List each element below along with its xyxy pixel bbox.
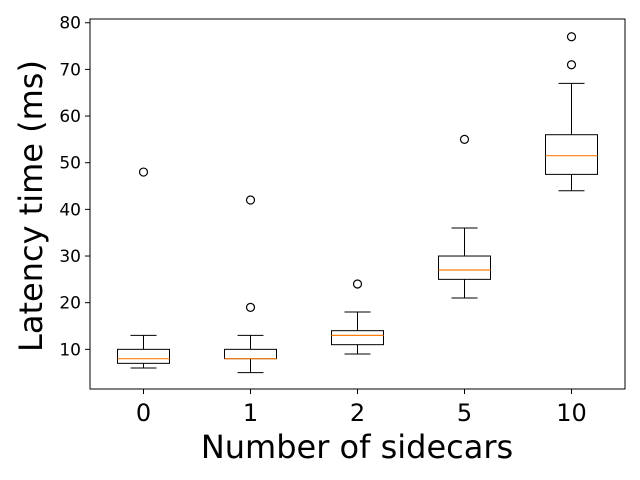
box-iqr [331,330,384,346]
outlier-point [352,279,363,289]
outlier-point [245,195,256,205]
outlier-point [138,167,149,177]
y-axis-ticks: 10 20 30 40 50 60 70 80 [59,14,90,360]
y-tick-label: 50 [59,154,81,174]
y-tick-label: 70 [59,60,81,80]
x-axis-ticks: 0 1 2 5 10 [136,389,587,427]
box-iqr [545,134,598,175]
box-group-0 [117,167,170,369]
y-tick-label: 40 [59,200,81,220]
y-axis-label: Latency time (ms) [12,60,50,352]
x-tick-label: 5 [457,399,472,427]
box-group-1 [224,195,277,374]
outlier-point [245,302,256,312]
x-tick-label: 0 [136,399,151,427]
x-axis-label: Number of sidecars [201,428,513,466]
outlier-point [459,134,470,144]
box-iqr [438,255,491,280]
y-tick-label: 80 [59,14,81,34]
y-tick-label: 60 [59,107,81,127]
box-group-5 [438,134,491,299]
outlier-point [566,60,577,70]
plot-marks [117,32,598,374]
box-group-10 [545,32,598,192]
x-tick-label: 1 [243,399,258,427]
outlier-point [566,32,577,42]
x-tick-label: 2 [350,399,365,427]
box-iqr [117,348,170,364]
x-tick-label: 10 [556,399,587,427]
y-tick-label: 30 [59,247,81,267]
y-tick-label: 10 [59,340,81,360]
box-group-2 [331,279,384,355]
y-tick-label: 20 [59,294,81,314]
